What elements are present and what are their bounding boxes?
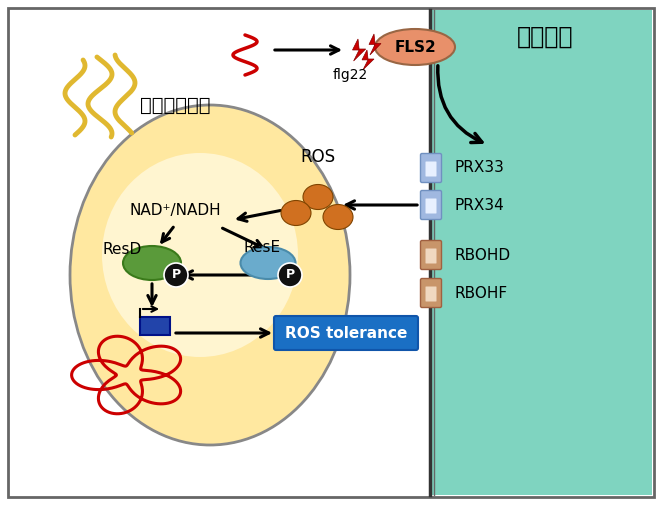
Text: RBOHD: RBOHD [455, 247, 511, 263]
Ellipse shape [281, 200, 311, 226]
Polygon shape [352, 39, 365, 61]
Ellipse shape [70, 105, 350, 445]
Ellipse shape [323, 205, 353, 229]
FancyBboxPatch shape [8, 8, 654, 497]
Bar [140, 317, 170, 335]
FancyBboxPatch shape [420, 278, 442, 308]
FancyBboxPatch shape [274, 316, 418, 350]
Text: PRX33: PRX33 [455, 160, 505, 175]
Ellipse shape [123, 246, 181, 280]
Polygon shape [362, 50, 374, 70]
Text: P: P [285, 269, 295, 281]
Ellipse shape [240, 247, 295, 279]
Text: NAD⁺/NADH: NAD⁺/NADH [129, 203, 221, 218]
FancyBboxPatch shape [426, 162, 436, 177]
FancyBboxPatch shape [426, 248, 436, 264]
Ellipse shape [375, 29, 455, 65]
Text: ResD: ResD [103, 241, 142, 257]
FancyBboxPatch shape [426, 286, 436, 301]
FancyBboxPatch shape [420, 154, 442, 182]
Text: flg22: flg22 [332, 68, 367, 82]
Ellipse shape [164, 263, 188, 287]
Bar [430, 10, 652, 495]
Ellipse shape [303, 184, 333, 210]
Text: ROS tolerance: ROS tolerance [285, 326, 407, 340]
Text: ROS: ROS [301, 148, 336, 166]
Text: 植物细胞: 植物细胞 [517, 25, 573, 49]
Polygon shape [369, 34, 381, 55]
Text: P: P [171, 269, 181, 281]
Text: 益生芽孢杆菌: 益生芽孢杆菌 [140, 95, 211, 115]
FancyBboxPatch shape [420, 190, 442, 220]
Text: FLS2: FLS2 [394, 39, 436, 55]
FancyBboxPatch shape [420, 240, 442, 270]
Text: RBOHF: RBOHF [455, 285, 508, 300]
Ellipse shape [102, 153, 298, 357]
Text: ResE: ResE [244, 239, 281, 255]
FancyArrowPatch shape [438, 66, 482, 142]
Ellipse shape [278, 263, 302, 287]
Text: PRX34: PRX34 [455, 197, 504, 213]
FancyBboxPatch shape [426, 198, 436, 214]
